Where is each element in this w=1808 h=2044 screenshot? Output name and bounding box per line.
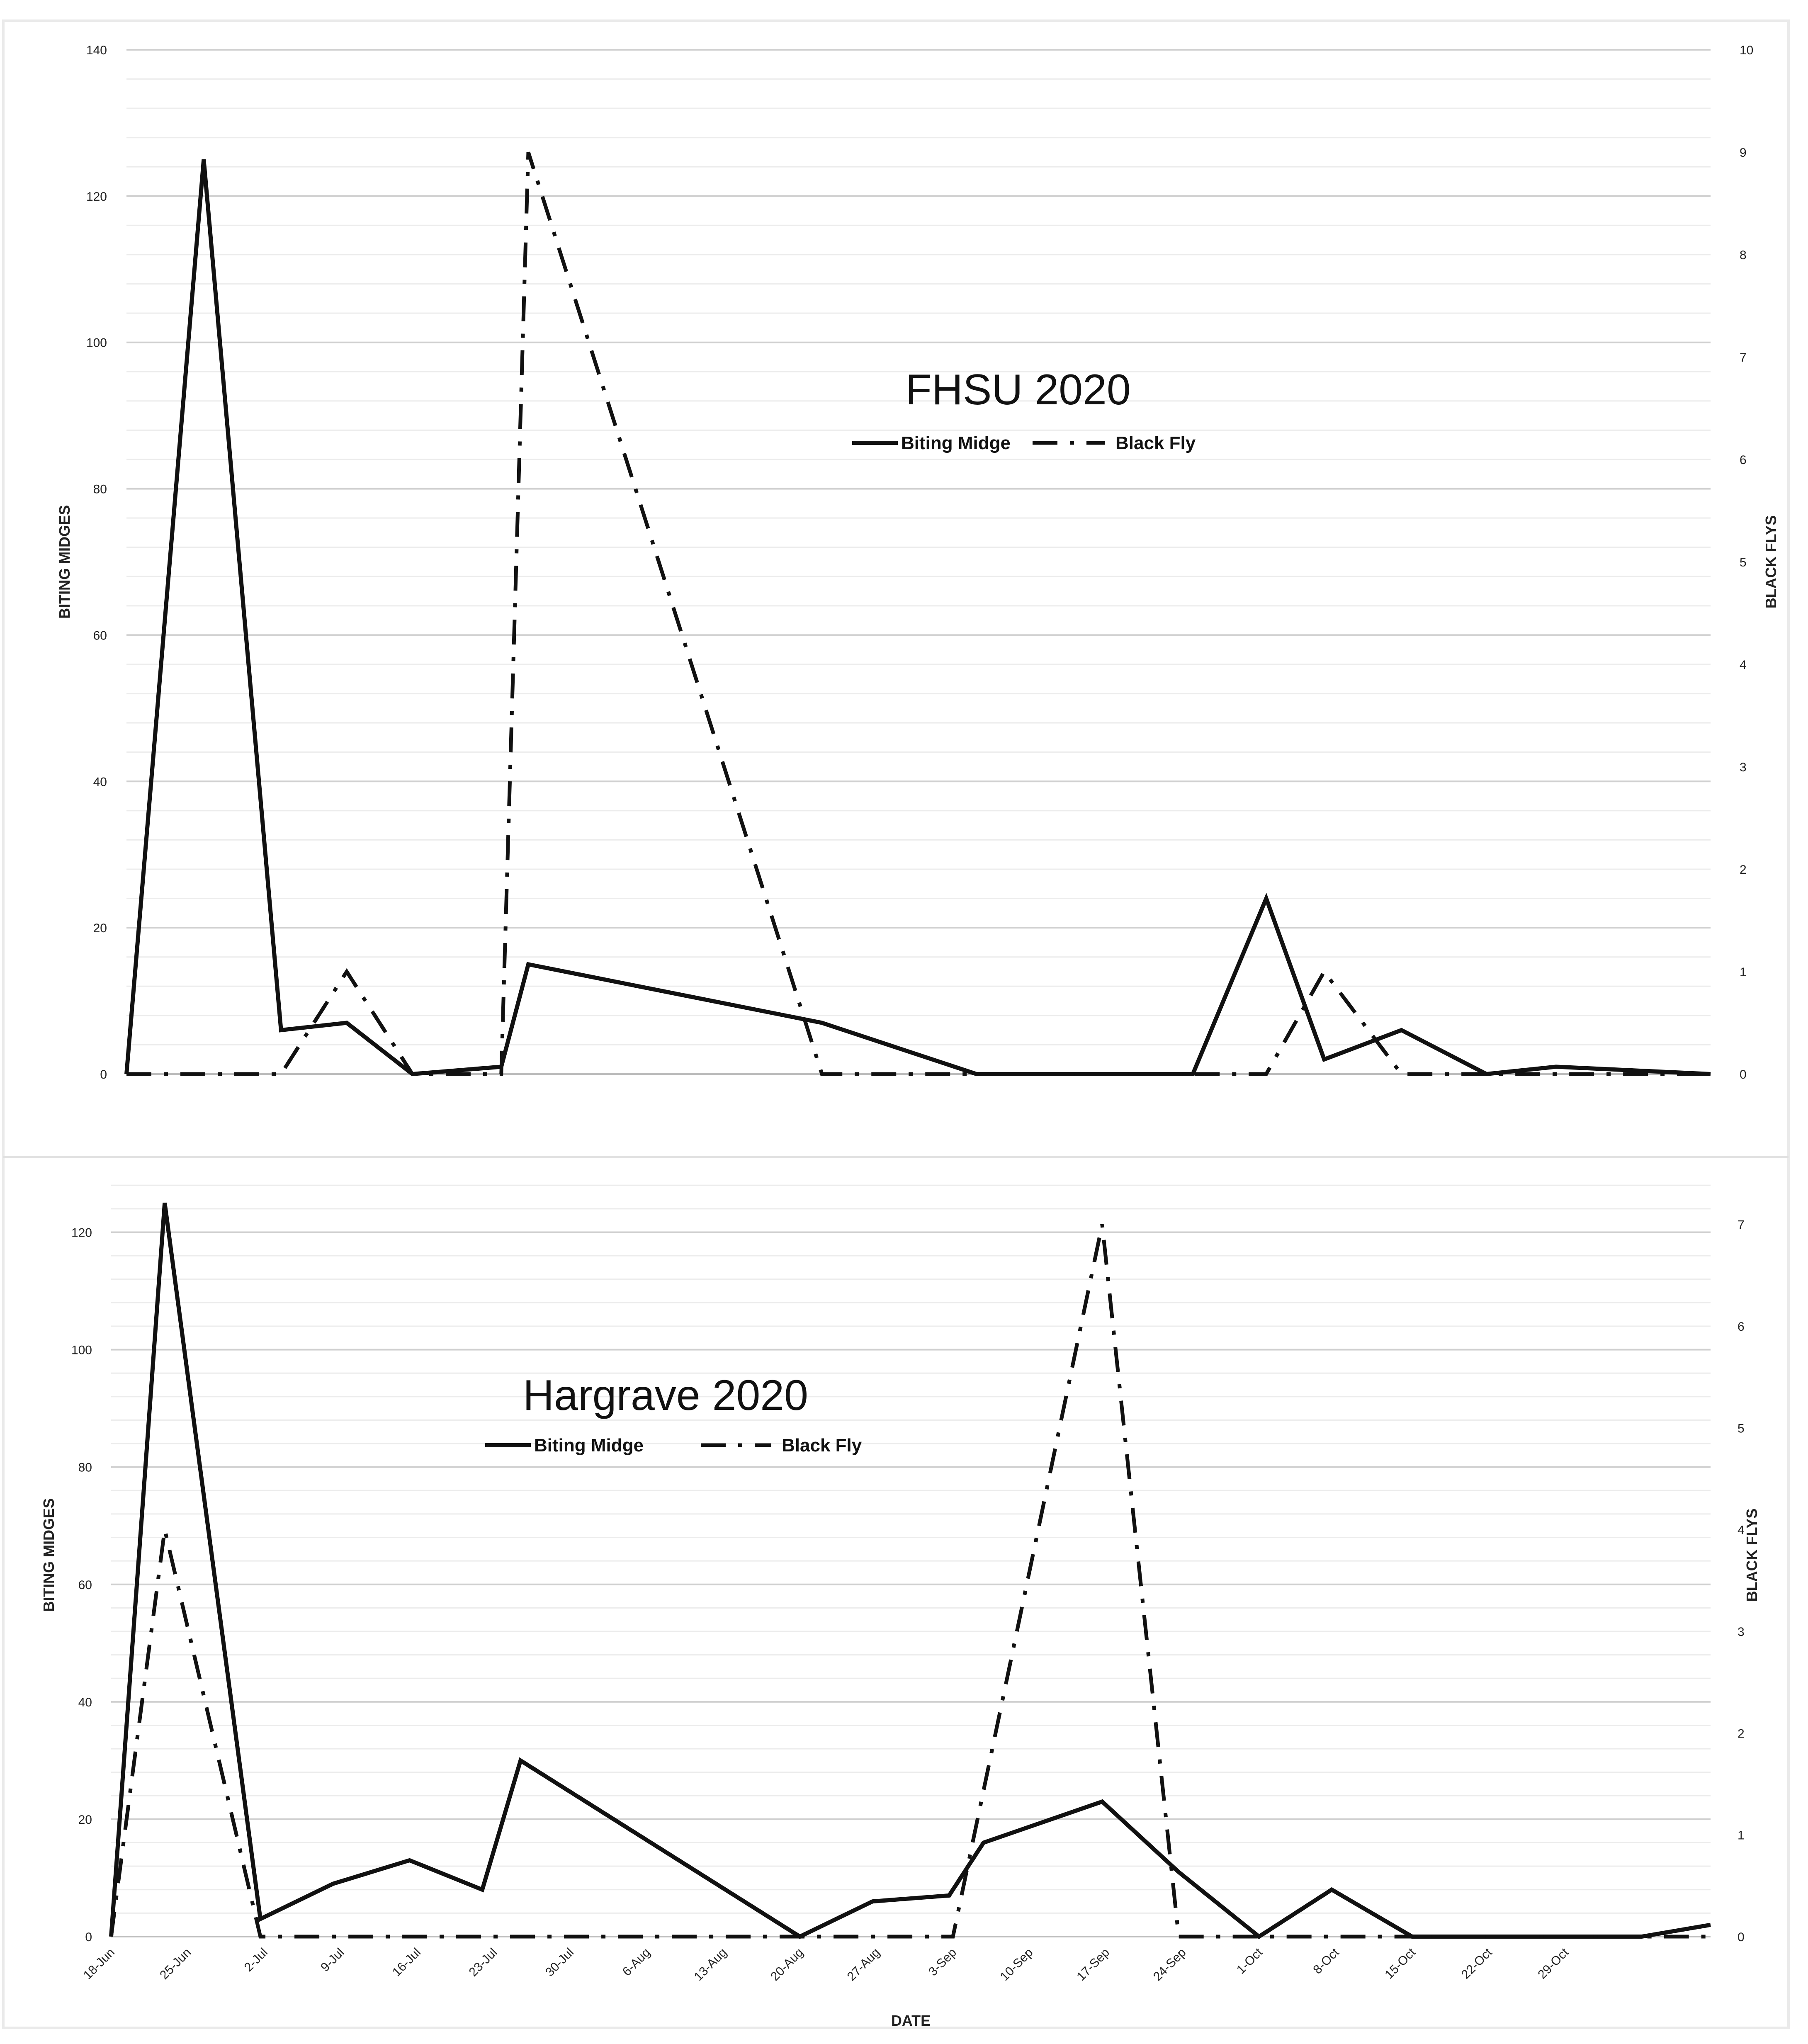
y2-tick-label: 7	[1740, 351, 1747, 365]
y-tick-label: 80	[78, 1461, 92, 1475]
y2-tick-label: 4	[1740, 658, 1747, 672]
y-tick-label: 60	[93, 629, 107, 642]
y2-axis-title: BLACK FLYS	[1762, 515, 1779, 609]
y2-tick-label: 1	[1738, 1829, 1745, 1842]
y-tick-label: 0	[100, 1068, 107, 1082]
series-line-biting-midge	[124, 159, 1711, 1077]
y2-axis-title: BLACK FLYS	[1743, 1509, 1760, 1602]
y-axis-title: BITING MIDGES	[56, 505, 73, 619]
legend-label-black-fly: Black Fly	[782, 1435, 862, 1456]
y2-tick-label: 4	[1738, 1524, 1745, 1537]
y-tick-label: 0	[85, 1930, 92, 1944]
series-line-biting-midge	[109, 1203, 1711, 1939]
legend-label-biting-midge: Biting Midge	[901, 433, 1011, 453]
y2-tick-label: 6	[1738, 1320, 1745, 1334]
y-tick-label: 60	[78, 1578, 92, 1592]
y2-tick-label: 7	[1738, 1218, 1745, 1232]
y2-tick-label: 10	[1740, 44, 1753, 57]
fhsu-chart: 0 20 40 60 80 100 120 140 0 1 2 3 4 5 6 7 8 9 10 BITING MID…	[56, 44, 1779, 1082]
y2-tick-label: 0	[1738, 1930, 1745, 1944]
y2-tick-label: 6	[1740, 453, 1747, 467]
y-tick-label: 120	[86, 190, 107, 204]
chart-title: FHSU 2020	[905, 366, 1130, 414]
y2-tick-label: 5	[1738, 1422, 1745, 1435]
y2-tick-label: 2	[1740, 863, 1747, 877]
y-tick-label: 100	[71, 1344, 92, 1357]
x-axis-title: DATE	[891, 2012, 931, 2029]
y-tick-label: 40	[93, 775, 107, 789]
y-tick-label: 20	[93, 921, 107, 935]
y2-tick-label: 8	[1740, 248, 1747, 262]
y-tick-label: 80	[93, 483, 107, 496]
legend-label-biting-midge: Biting Midge	[534, 1435, 644, 1456]
legend-label-black-fly: Black Fly	[1115, 433, 1196, 453]
chart-title: Hargrave 2020	[523, 1371, 808, 1419]
y2-tick-label: 5	[1740, 556, 1747, 569]
y2-tick-label: 3	[1738, 1625, 1745, 1639]
y-tick-label: 140	[86, 44, 107, 57]
y-tick-label: 20	[78, 1813, 92, 1827]
y2-tick-label: 9	[1740, 146, 1747, 160]
y-axis-title: BITING MIDGES	[40, 1498, 57, 1612]
y-tick-label: 120	[71, 1226, 92, 1240]
y2-tick-label: 0	[1740, 1068, 1747, 1082]
y2-tick-label: 1	[1740, 965, 1747, 979]
y2-tick-label: 3	[1740, 761, 1747, 774]
y2-tick-label: 2	[1738, 1727, 1745, 1740]
y-tick-label: 40	[78, 1696, 92, 1709]
series-line-black-fly	[109, 1224, 1711, 1939]
y-tick-label: 100	[86, 336, 107, 350]
